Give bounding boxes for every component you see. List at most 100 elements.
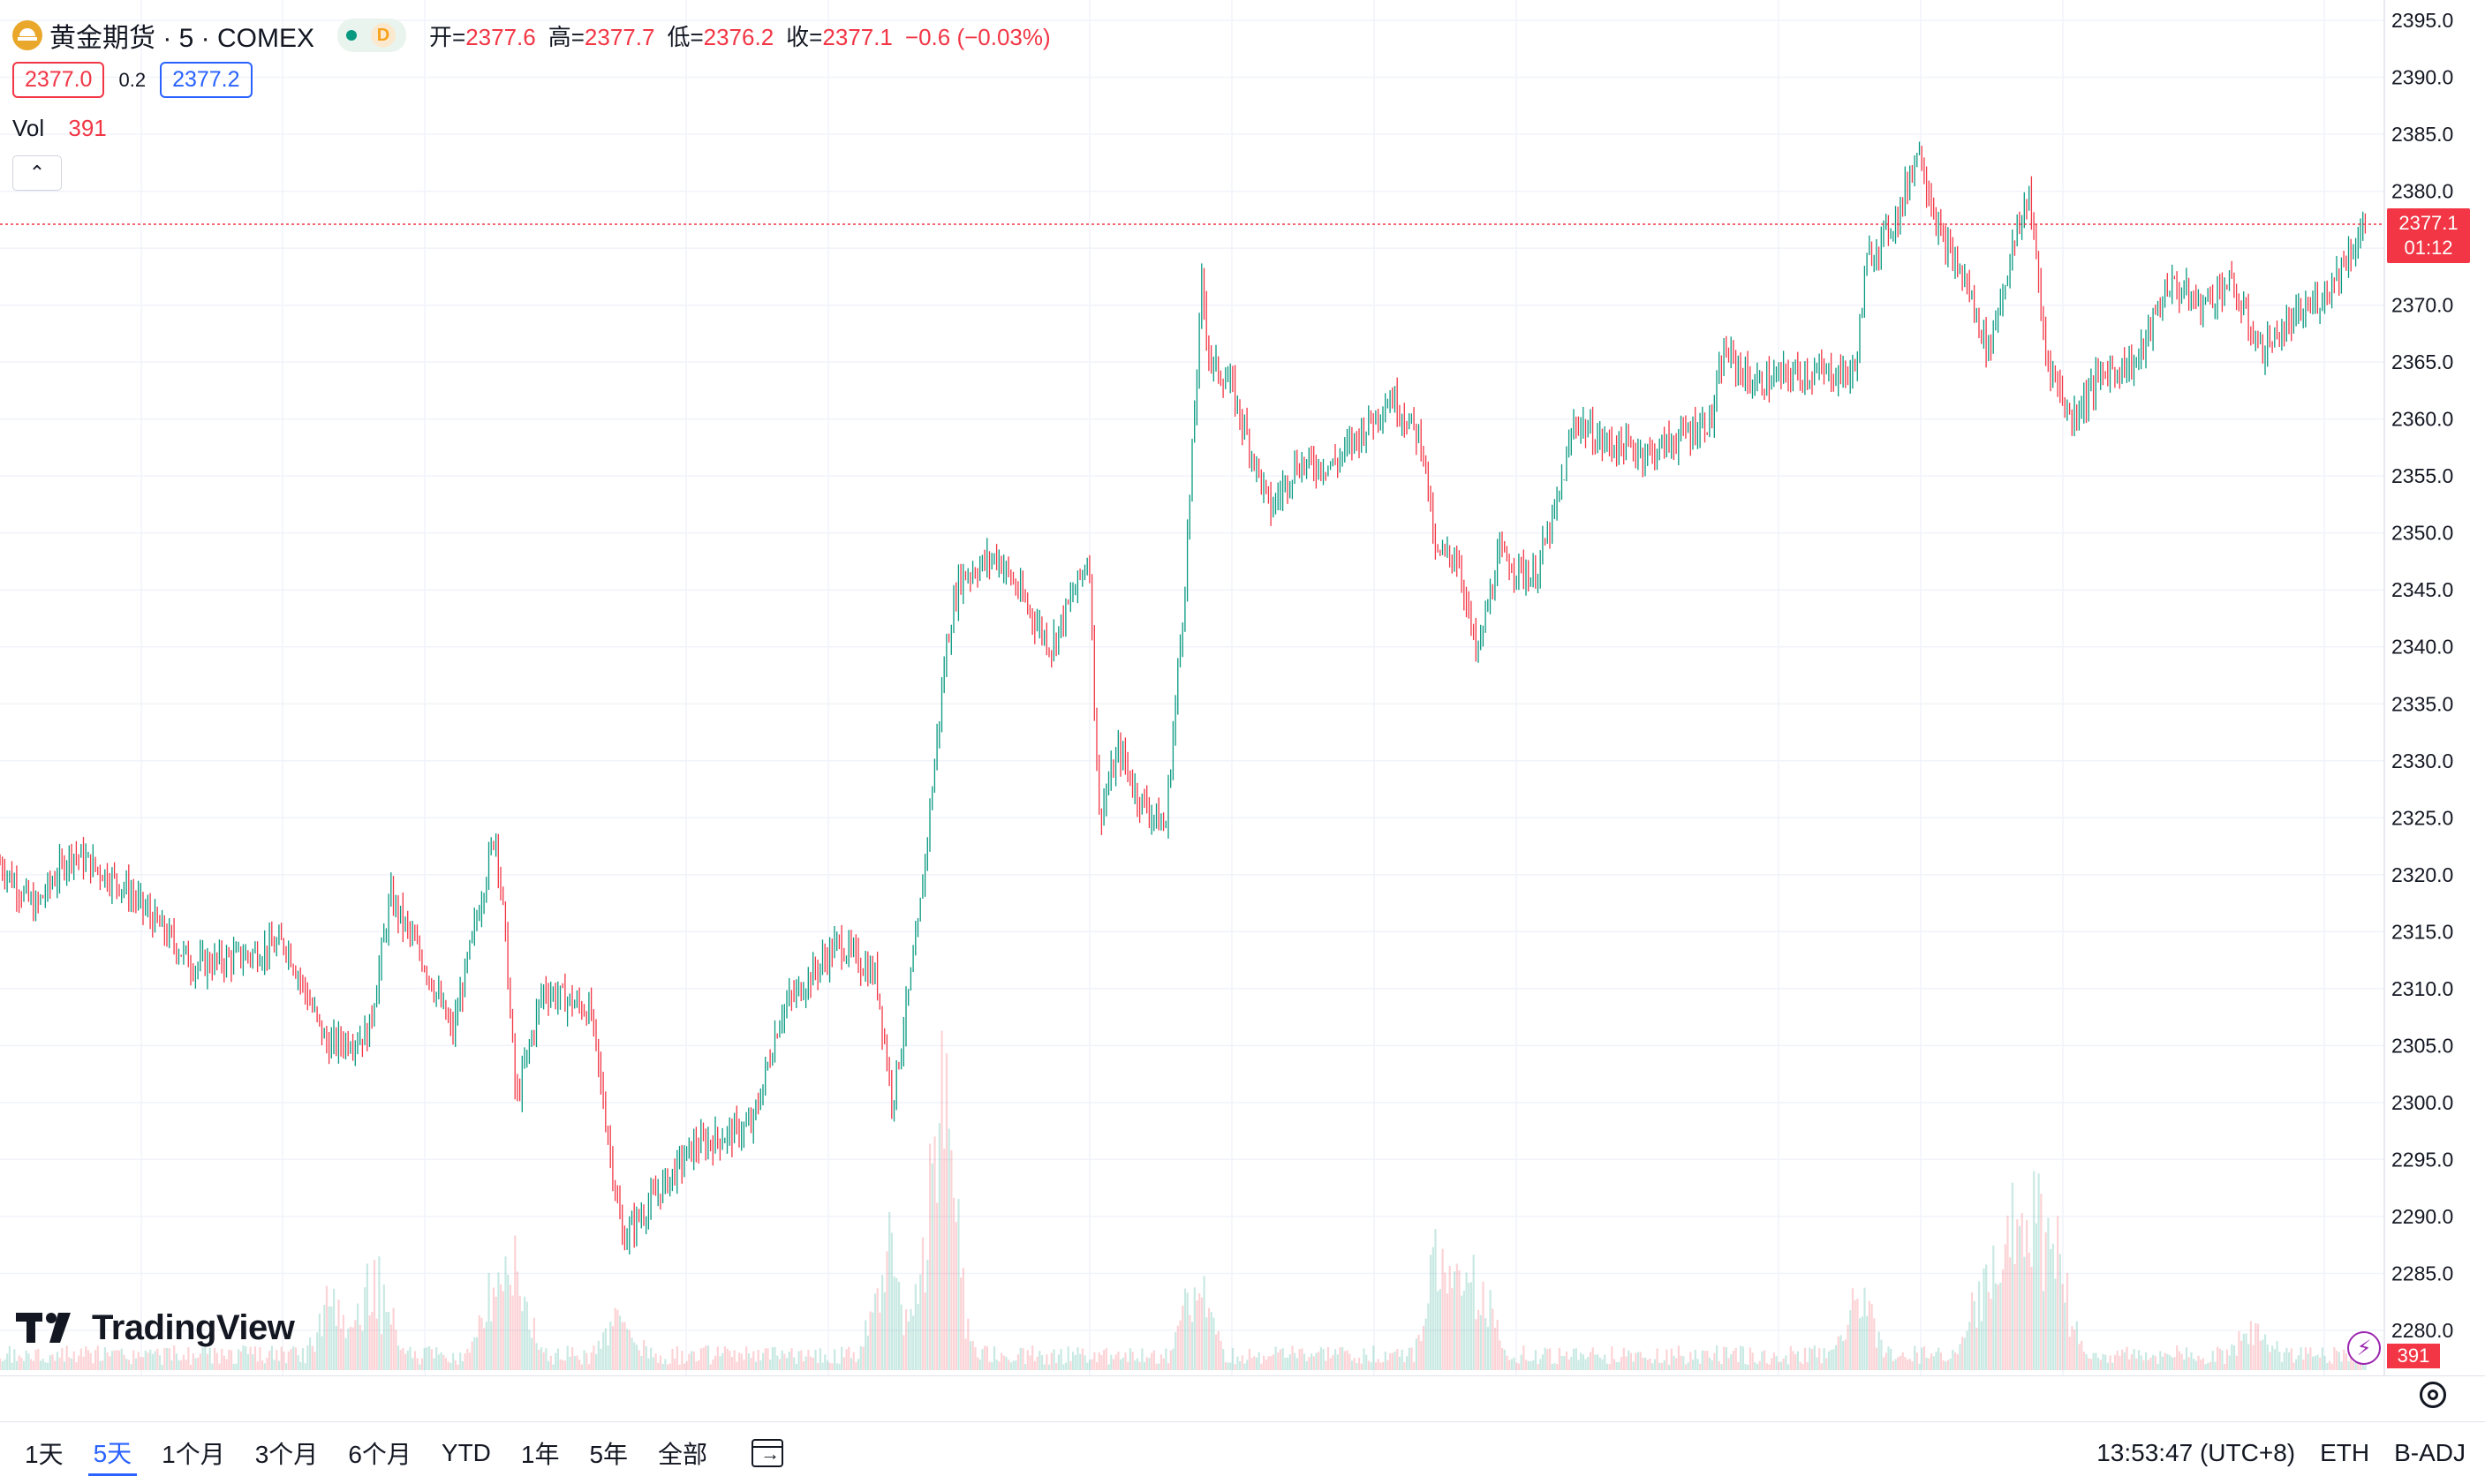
volume-bar bbox=[862, 1346, 865, 1370]
range-button[interactable]: 全部 bbox=[658, 1441, 708, 1468]
volume-bar bbox=[168, 1348, 170, 1370]
volume-bar bbox=[1441, 1248, 1444, 1370]
volume-bar bbox=[995, 1360, 998, 1370]
volume-bar bbox=[185, 1360, 187, 1370]
volume-bar bbox=[2290, 1348, 2292, 1370]
range-button[interactable]: 1天 bbox=[25, 1441, 64, 1468]
volume-bar bbox=[1517, 1363, 1521, 1370]
volume-bar bbox=[1756, 1364, 1759, 1370]
volume-bar bbox=[1358, 1357, 1361, 1370]
volume-bar bbox=[698, 1360, 700, 1370]
ask-price[interactable]: 2377.2 bbox=[160, 62, 253, 98]
volume-bar bbox=[125, 1359, 128, 1370]
volume-bar bbox=[389, 1324, 392, 1370]
volume-bar bbox=[555, 1352, 557, 1370]
volume-bar bbox=[2328, 1360, 2331, 1370]
collapse-legend-button[interactable]: ⌃ bbox=[12, 155, 62, 191]
volume-bar bbox=[1922, 1346, 1926, 1370]
volume-bar bbox=[1525, 1360, 1528, 1370]
volume-bar bbox=[85, 1346, 87, 1370]
volume-bar bbox=[2154, 1356, 2156, 1370]
volume-bar bbox=[981, 1349, 984, 1370]
volume-bar bbox=[1799, 1361, 1801, 1370]
volume-bar bbox=[461, 1361, 464, 1370]
volume-bar bbox=[764, 1348, 767, 1370]
volume-bar bbox=[1305, 1360, 1308, 1370]
bar-countdown: 01:12 bbox=[2404, 237, 2453, 259]
volume-bar bbox=[2023, 1256, 2026, 1370]
volume-bar bbox=[1243, 1363, 1246, 1370]
volume-bar bbox=[1248, 1348, 1250, 1370]
volume-bar bbox=[276, 1350, 278, 1370]
y-tick-label: 2305.0 bbox=[2391, 1034, 2453, 1057]
volume-bar bbox=[2033, 1171, 2036, 1370]
volume-bar bbox=[299, 1361, 302, 1370]
adjustment-toggle[interactable]: B-ADJ bbox=[2394, 1439, 2466, 1466]
volume-bar bbox=[2126, 1346, 2128, 1370]
volume-bar bbox=[595, 1354, 598, 1370]
volume-bar bbox=[2113, 1354, 2117, 1370]
volume-bar bbox=[886, 1251, 888, 1370]
volume-bar bbox=[15, 1360, 19, 1370]
calendar-goto-icon[interactable] bbox=[752, 1439, 784, 1467]
market-status-badge[interactable]: D bbox=[337, 19, 407, 52]
volume-bar bbox=[1189, 1315, 1191, 1370]
volume-bar bbox=[1628, 1350, 1630, 1370]
volume-bar bbox=[2319, 1357, 2322, 1370]
volume-bar bbox=[1398, 1356, 1401, 1370]
volume-bar bbox=[2183, 1360, 2186, 1370]
chart-pane[interactable]: 2395.02390.02385.02380.02375.02370.02365… bbox=[0, 0, 2453, 1377]
volume-bar bbox=[89, 1352, 92, 1370]
volume-bar bbox=[175, 1353, 178, 1370]
volume-bar bbox=[2178, 1351, 2180, 1370]
volume-bar bbox=[1939, 1352, 1942, 1370]
volume-bar bbox=[1644, 1357, 1647, 1370]
volume-bar bbox=[623, 1322, 626, 1370]
volume-bar bbox=[1522, 1345, 1525, 1370]
volume-bar bbox=[357, 1303, 359, 1370]
volume-bar bbox=[1081, 1348, 1084, 1370]
volume-bar bbox=[1978, 1281, 1981, 1370]
volume-bar bbox=[2354, 1358, 2357, 1370]
volume-bar bbox=[857, 1359, 860, 1370]
volume-bar bbox=[2071, 1326, 2073, 1370]
volume-bar bbox=[542, 1352, 545, 1370]
volume-bar bbox=[640, 1355, 643, 1370]
volume-bar bbox=[277, 1360, 281, 1370]
volume-label[interactable]: Vol bbox=[12, 115, 45, 141]
range-button[interactable]: 1个月 bbox=[162, 1441, 225, 1468]
price-chart[interactable]: 2395.02390.02385.02380.02375.02370.02365… bbox=[0, 0, 2485, 1377]
volume-bar bbox=[1718, 1360, 1720, 1370]
volume-bar bbox=[1901, 1352, 1904, 1370]
volume-bar bbox=[2247, 1344, 2250, 1370]
volume-bar bbox=[1469, 1282, 1473, 1370]
bid-price[interactable]: 2377.0 bbox=[12, 62, 105, 98]
range-button[interactable]: 1年 bbox=[520, 1441, 560, 1468]
volume-bar bbox=[1935, 1352, 1937, 1370]
symbol-name[interactable]: 黄金期货 · 5 · COMEX bbox=[49, 24, 315, 53]
volume-bar bbox=[1159, 1354, 1163, 1370]
volume-bar bbox=[1565, 1351, 1568, 1370]
range-button[interactable]: 5年 bbox=[589, 1441, 629, 1468]
volume-bar bbox=[869, 1311, 872, 1370]
volume-bar bbox=[2171, 1357, 2173, 1370]
clock-display[interactable]: 13:53:47 (UTC+8) bbox=[2096, 1439, 2296, 1466]
volume-bar bbox=[897, 1282, 901, 1370]
volume-bar bbox=[1334, 1349, 1337, 1370]
volume-bar bbox=[872, 1312, 874, 1370]
volume-bar bbox=[1937, 1347, 1940, 1370]
range-button[interactable]: 5天 bbox=[87, 1431, 138, 1476]
range-button[interactable]: 3个月 bbox=[254, 1441, 319, 1468]
gear-icon[interactable] bbox=[2420, 1382, 2446, 1408]
y-tick-label: 2380.0 bbox=[2391, 180, 2453, 203]
session-toggle[interactable]: ETH bbox=[2320, 1439, 2370, 1466]
volume-bar bbox=[1890, 1348, 1892, 1370]
volume-bar bbox=[1787, 1364, 1790, 1370]
lightning-icon[interactable]: ⚡ bbox=[2347, 1331, 2381, 1365]
range-button[interactable]: YTD bbox=[441, 1439, 491, 1466]
tradingview-logo[interactable]: TradingView bbox=[16, 1308, 295, 1348]
volume-bar bbox=[235, 1363, 238, 1370]
volume-bar bbox=[2259, 1340, 2262, 1370]
volume-bar bbox=[745, 1346, 748, 1370]
range-button[interactable]: 6个月 bbox=[348, 1441, 412, 1468]
